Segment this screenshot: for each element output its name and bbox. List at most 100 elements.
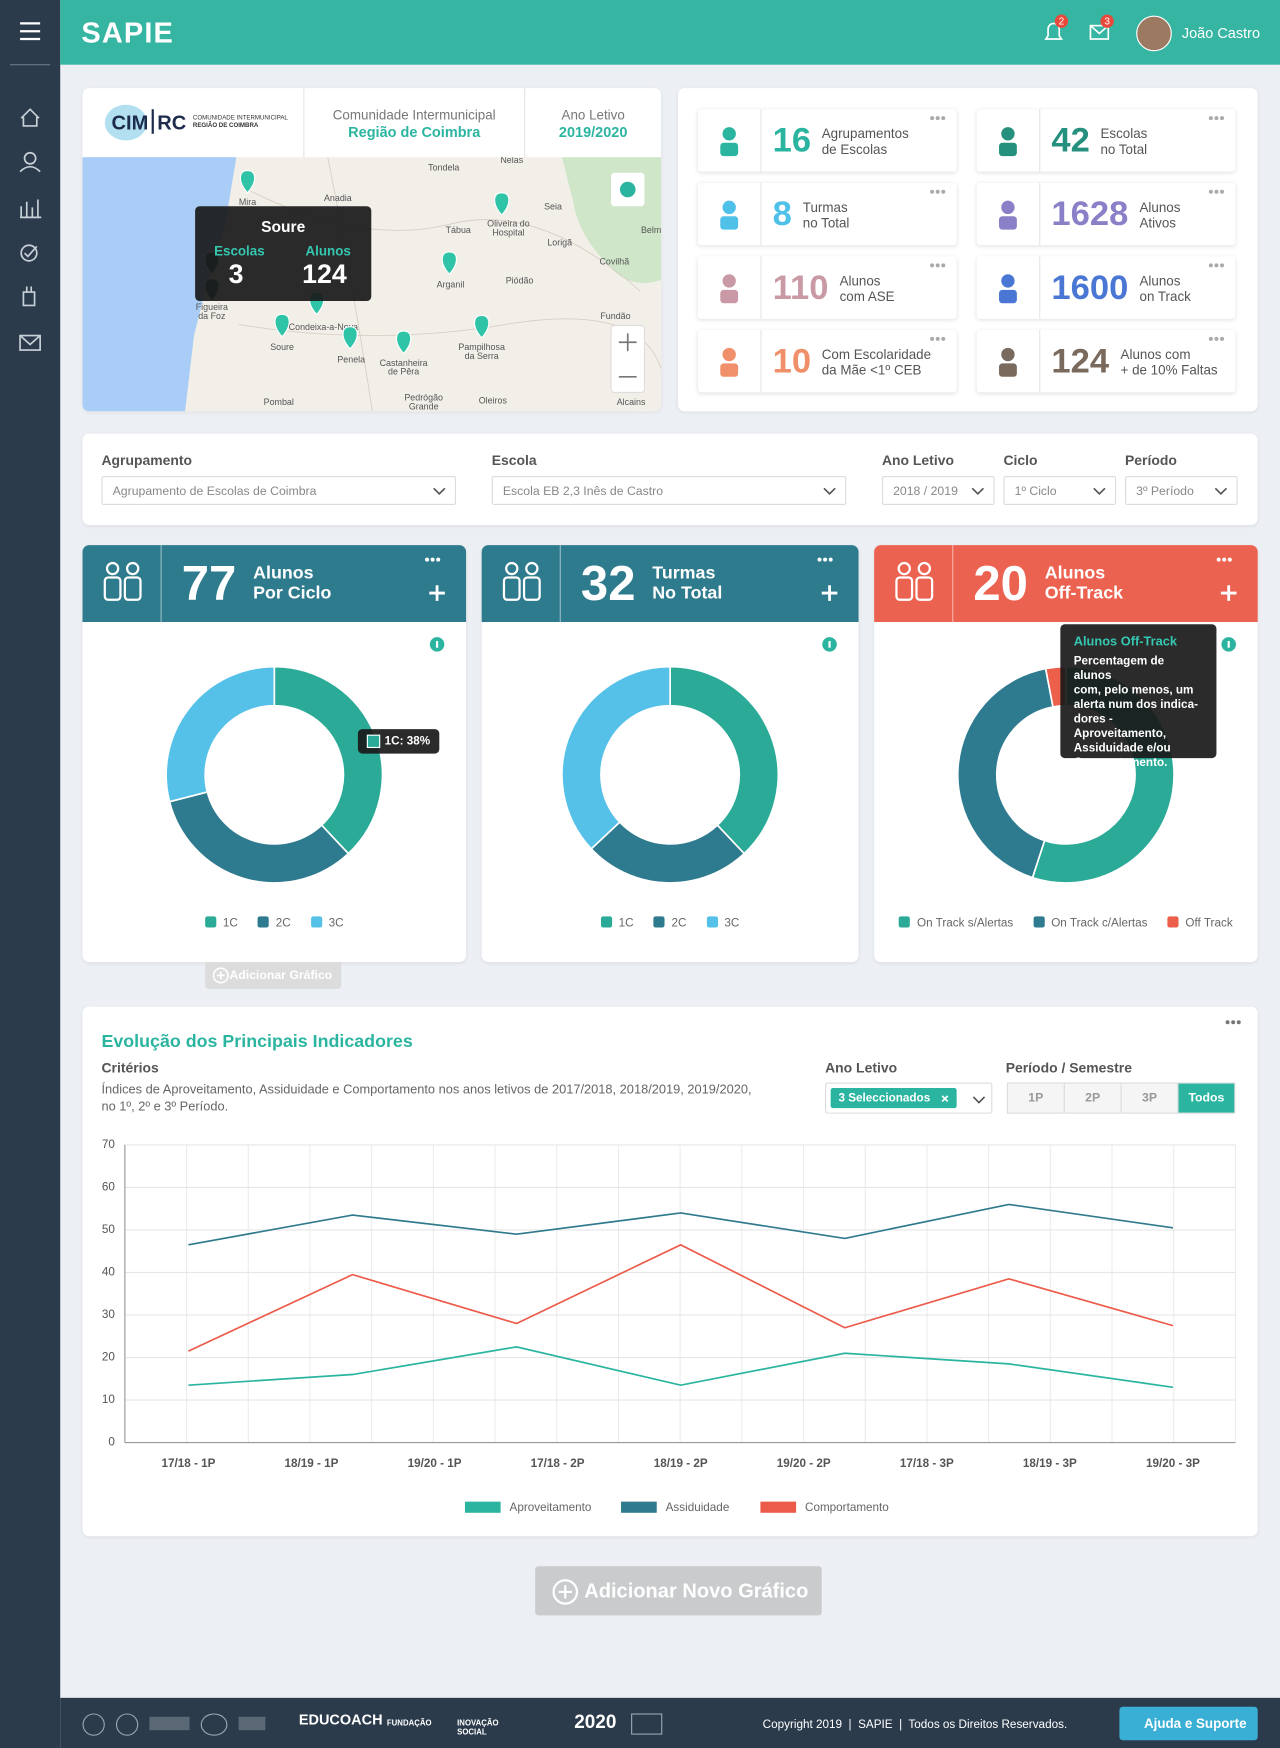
kpi-value: 20 xyxy=(973,556,1028,611)
brand: SAPIE xyxy=(81,15,174,50)
stat-tile: 124 Alunos com + de 10% Faltas xyxy=(976,329,1236,393)
map[interactable]: Tondela Nelas Mira Anadia Seia Tábua Oliveira … xyxy=(82,157,662,412)
kpi-label-line: Por Ciclo xyxy=(253,584,332,604)
logo-blob xyxy=(104,104,148,141)
user-name[interactable]: João Castro xyxy=(1181,24,1261,42)
add-new-chart-button[interactable]: Adicionar Novo Gráfico xyxy=(535,1566,822,1616)
avatar[interactable] xyxy=(1136,15,1172,52)
legend-swatch xyxy=(899,916,911,928)
filter-select[interactable]: 3º Período xyxy=(1125,476,1238,506)
stat-tile: 1600 Alunos on Track xyxy=(976,256,1236,319)
partner-logo: 2020 xyxy=(574,1711,617,1733)
partner-logo: FUNDAÇÃO xyxy=(386,1720,432,1728)
map-card: CIM RC COMUNIDADE INTERMUNICIPAL REGIÃO D… xyxy=(82,88,662,412)
legend-swatch xyxy=(1033,916,1045,928)
header-icons[interactable]: 2 3 xyxy=(1041,13,1186,51)
period-button[interactable]: 2P xyxy=(1063,1083,1121,1113)
stat-tile: 16 Agrupamentos de Escolas xyxy=(697,109,957,172)
map-pin[interactable] xyxy=(342,326,358,350)
copyright: Copyright 2019 | SAPIE | Todos os Direit… xyxy=(762,1717,1068,1732)
stat-label-line: Turmas xyxy=(802,199,848,216)
map-pin[interactable] xyxy=(239,170,256,194)
stat-label-line: Agrupamentos xyxy=(821,125,909,142)
period-button[interactable]: 1P xyxy=(1007,1083,1064,1113)
sidebar xyxy=(0,0,61,1748)
stat-icon xyxy=(698,329,762,393)
legend-item: 3C xyxy=(310,916,344,930)
stat-value: 1628 xyxy=(1051,193,1129,233)
legend-item: 1C xyxy=(600,916,634,930)
period-button[interactable]: Todos xyxy=(1177,1083,1235,1113)
divider xyxy=(303,88,305,158)
legend-swatch xyxy=(600,916,612,928)
stat-label: Com Escolaridade da Mãe <1º CEB xyxy=(822,347,931,378)
map-pin[interactable] xyxy=(274,313,290,338)
add-chart-button[interactable]: Adicionar Gráfico xyxy=(205,962,342,989)
kpi-label: Alunos Por Ciclo xyxy=(253,564,331,604)
year-chip[interactable]: 3 Seleccionados xyxy=(830,1088,957,1109)
map-pin[interactable] xyxy=(474,314,490,339)
filter-select[interactable]: Agrupamento de Escolas de Coimbra xyxy=(101,476,457,506)
legend-item: 2C xyxy=(257,916,291,930)
stat-value: 10 xyxy=(772,341,812,381)
legend-swatch xyxy=(706,916,718,928)
map-pin[interactable] xyxy=(494,192,510,216)
kpi-label-line: Alunos xyxy=(1044,564,1106,584)
filter-select[interactable]: 2018 / 2019 xyxy=(881,476,995,506)
place-label: Grande xyxy=(409,401,439,411)
top-bar: SAPIE 2 3 João Castro xyxy=(60,0,1280,65)
stat-tile: 8 Turmas no Total xyxy=(697,182,957,246)
criteria: Índices de Aproveitamento, Assiduidade e… xyxy=(101,1083,752,1114)
stat-icon xyxy=(977,182,1041,246)
stat-tile: 42 Escolas no Total xyxy=(976,109,1236,172)
kpi-value: 77 xyxy=(181,556,237,611)
help-button[interactable]: Ajuda e Suporte xyxy=(1119,1706,1258,1741)
legend-label: 1C xyxy=(618,916,634,930)
stat-label: Agrupamentos de Escolas xyxy=(822,126,909,157)
place-label: da Serra xyxy=(465,351,499,361)
kpi-header: 77 Alunos Por Ciclo xyxy=(82,545,467,623)
place-label: Oleiros xyxy=(479,396,508,406)
legend-label: On Track s/Alertas xyxy=(917,916,1014,930)
year-select[interactable] xyxy=(825,1082,993,1114)
stat-label-line: Com Escolaridade xyxy=(821,346,932,363)
filter-select[interactable]: Escola EB 2,3 Inês de Castro xyxy=(491,476,847,506)
criteria-label: Critérios xyxy=(101,1060,159,1076)
map-pin[interactable] xyxy=(441,251,457,276)
stat-value: 16 xyxy=(772,120,812,160)
stats-card: 16 Agrupamentos de Escolas 42 Escolas no Tota… xyxy=(677,88,1258,412)
tooltip-line: dores - Aproveitamento, xyxy=(1073,712,1167,741)
period-label: Período / Semestre xyxy=(1005,1060,1132,1076)
filters-card: Agrupamento Agrupamento de Escolas de Coi… xyxy=(82,433,1258,526)
stat-value: 124 xyxy=(1051,341,1110,381)
chart-tooltip: Alunos Off-Track Percentagem de alunos com… xyxy=(1060,624,1217,769)
place-label: Nelas xyxy=(500,157,523,165)
stat-label-line: on Track xyxy=(1139,288,1191,305)
tooltip-line: com, pelo menos, um xyxy=(1073,683,1194,697)
partner-logo: EDUCOACH xyxy=(298,1711,383,1728)
kpi-icon-divider xyxy=(160,545,162,623)
stat-label-line: Alunos com xyxy=(1120,346,1191,363)
legend-label: 2C xyxy=(671,916,687,930)
place-label: Soure xyxy=(270,342,294,352)
stat-label-line: + de 10% Faltas xyxy=(1120,362,1218,378)
logo-bar xyxy=(151,109,154,134)
stat-label-line: Ativos xyxy=(1139,215,1176,231)
stat-tile: 1628 Alunos Ativos xyxy=(976,182,1236,246)
map-pin[interactable] xyxy=(395,330,412,355)
place-label: Penela xyxy=(337,354,365,364)
stat-glyph xyxy=(720,127,739,157)
divider xyxy=(524,88,526,158)
filter-select[interactable]: 1º Ciclo xyxy=(1003,476,1117,506)
region: Região de Coimbra xyxy=(348,123,481,141)
place-label: Figueira xyxy=(196,302,228,312)
legend-swatch xyxy=(1167,916,1179,928)
legend-label: Off Track xyxy=(1185,916,1233,930)
region-label: Comunidade Intermunicipal xyxy=(332,107,496,123)
logo-left: CIM xyxy=(111,111,149,134)
footer: EDUCOACH FUNDAÇÃO INOVAÇÃO SOCIAL 2020 C… xyxy=(60,1697,1280,1748)
place-label: Lorigã xyxy=(547,237,572,247)
stat-label-line: Alunos xyxy=(1139,273,1181,289)
period-button[interactable]: 3P xyxy=(1120,1083,1178,1113)
tooltip-line: Comportamento. xyxy=(1073,755,1168,770)
